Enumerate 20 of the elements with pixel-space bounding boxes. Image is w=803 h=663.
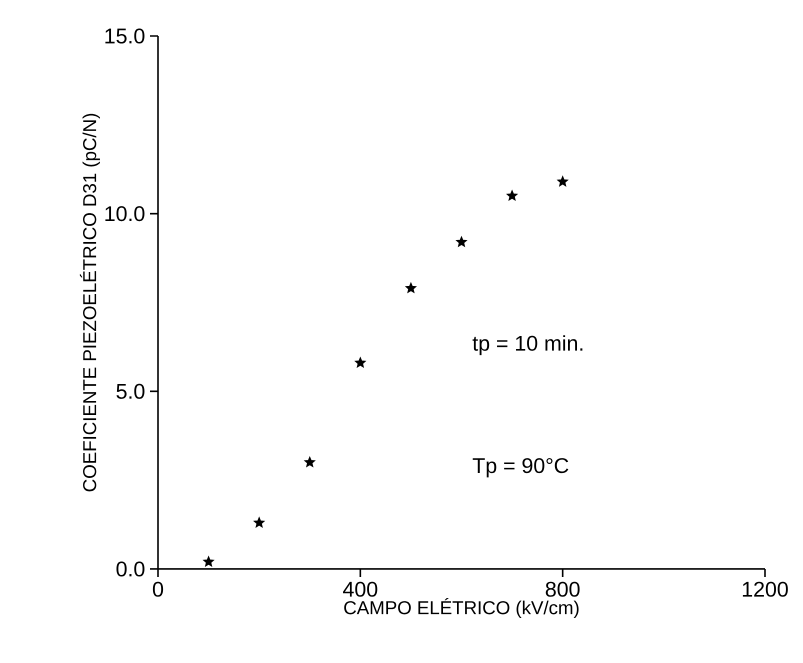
x-tick-label: 1200 — [742, 582, 788, 597]
point — [254, 517, 265, 528]
point — [354, 357, 366, 368]
point — [304, 456, 316, 468]
y-tick-label: 0.0 — [116, 561, 144, 577]
x-tick-label: 400 — [343, 582, 378, 597]
annotation: Tp = 90°C — [472, 458, 568, 478]
point — [456, 236, 467, 247]
y-tick-label: 5.0 — [116, 384, 144, 399]
point — [203, 556, 214, 567]
x-axis-title: CAMPO ELÉTRICO (kV/cm) — [344, 598, 579, 618]
x-tick-label: 0 — [152, 582, 164, 597]
point — [405, 282, 416, 293]
point — [506, 190, 518, 201]
y-tick-label: 15.0 — [105, 28, 144, 44]
y-axis-title: COEFICIENTE PIEZOELÉTRICO D31 (pC/N) — [80, 114, 100, 492]
point — [557, 176, 568, 186]
annotation: tp = 10 min. — [472, 335, 582, 356]
y-tick-label: 10.0 — [105, 206, 144, 222]
x-tick-label: 800 — [546, 582, 580, 597]
